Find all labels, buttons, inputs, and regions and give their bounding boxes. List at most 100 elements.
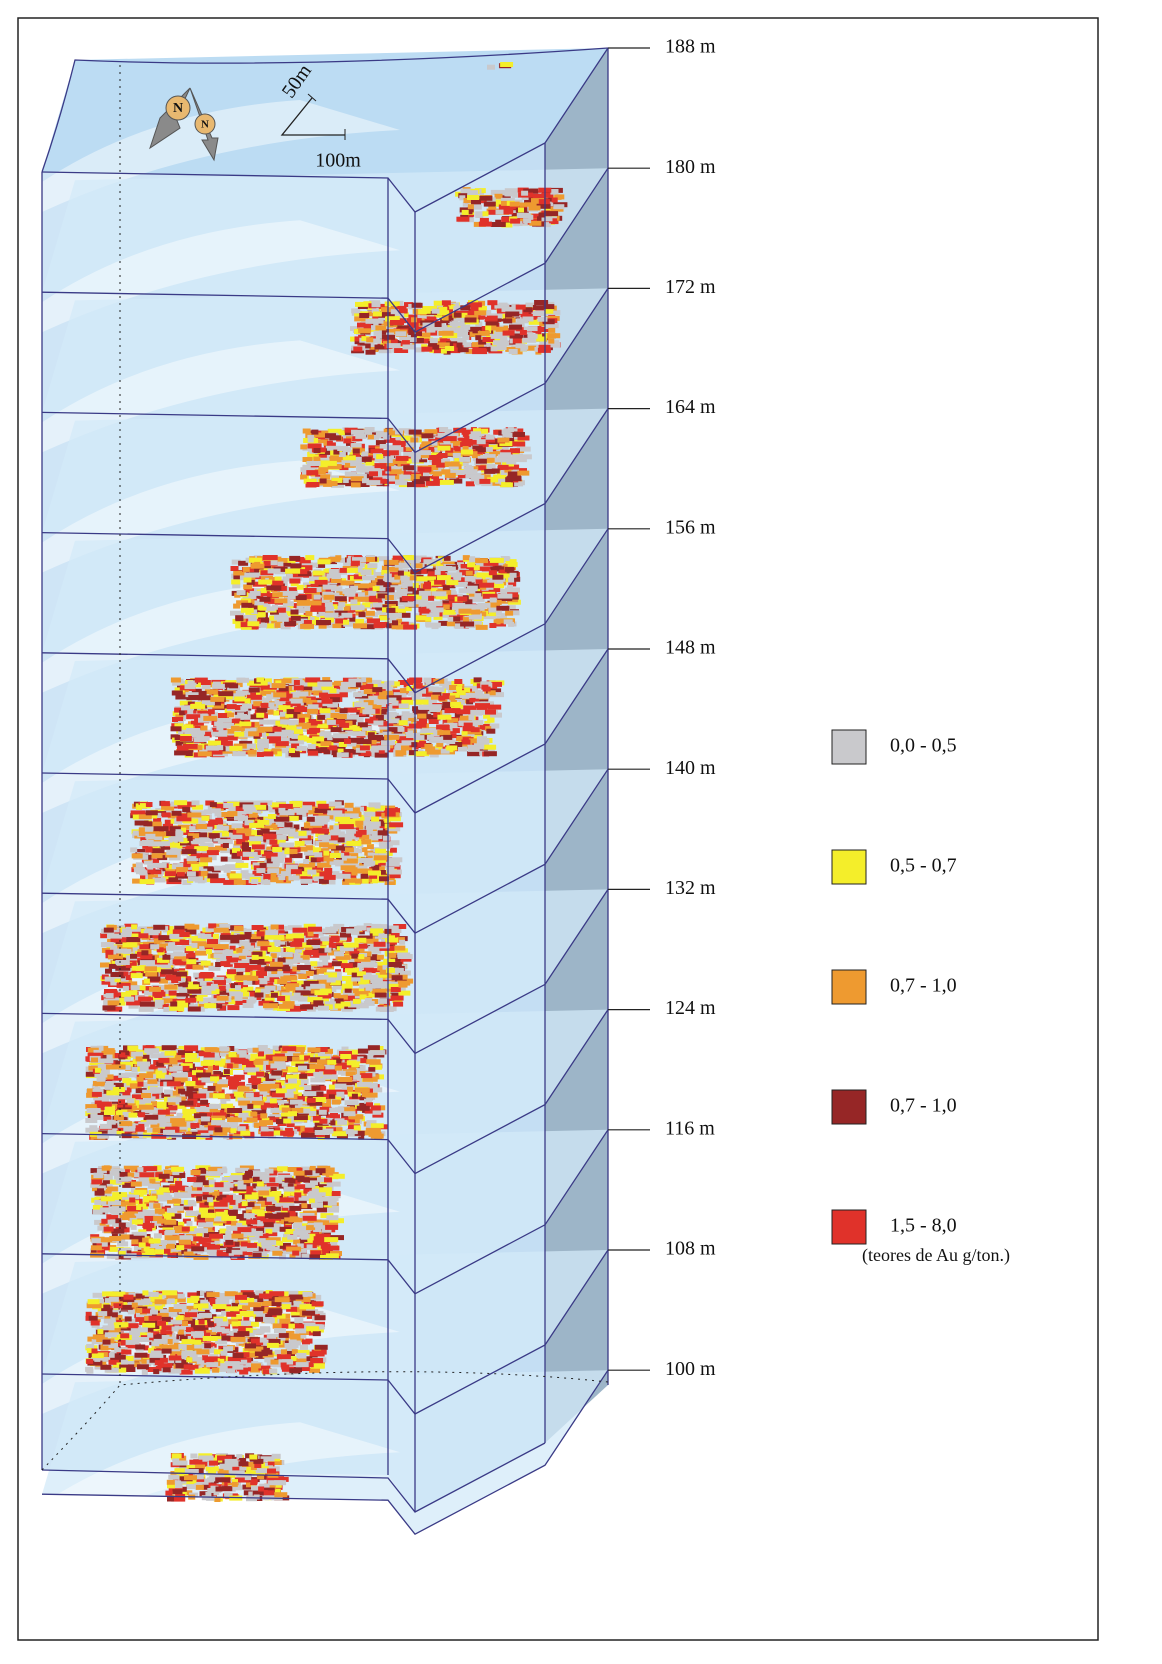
ore-cell [449,685,458,690]
ore-cell [380,703,394,709]
ore-cell [300,565,313,571]
ore-cell [493,340,508,346]
ore-cell [265,994,275,1000]
ore-cell [260,828,270,834]
ore-cell [434,322,442,327]
ore-cell [358,562,367,568]
ore-cell [346,858,358,864]
ore-cell [418,722,427,728]
ore-cell [485,446,493,452]
ore-cell [466,204,482,210]
ore-cell [326,719,342,725]
ore-cell [452,453,461,458]
ore-cell [289,555,301,561]
ore-cell [377,451,391,457]
ore-cell [417,452,430,458]
ore-cell [425,679,432,685]
ore-cell [319,834,331,840]
ore-cell [296,605,304,611]
ore-cell [197,695,211,701]
ore-cell [216,725,224,731]
ore-cell [366,679,382,685]
ore-cell [500,556,510,561]
ore-cell [255,809,262,815]
ore-cell [472,720,484,726]
ore-cell [460,305,471,311]
ore-cell [510,441,526,447]
ore-cell [220,723,230,729]
ore-cell [350,476,364,482]
ore-cell [234,731,245,737]
ore-cell [327,835,339,841]
ore-cell [467,190,479,196]
ore-cell [234,696,246,702]
ore-cell [329,697,340,703]
ore-cell [422,604,429,610]
ore-cell [507,584,513,590]
ore-cell [101,979,110,985]
ore-cell [496,605,510,611]
ore-cell [174,687,185,693]
ore-cell [250,800,259,806]
ore-cell [343,724,358,730]
ore-cell [270,873,277,878]
ore-cell [411,742,418,748]
ore-cell [441,469,451,475]
ore-cell [307,747,319,753]
ore-cell [261,601,271,607]
ore-cell [378,748,385,754]
ore-cell [354,336,362,342]
ore-cell [415,615,431,621]
ore-cell [457,562,464,568]
ore-cell [432,458,442,464]
ore-cell [344,813,359,819]
ore-cell [464,687,471,693]
ore-cell [333,993,341,999]
ore-cell [401,715,409,721]
ore-cell [232,718,241,724]
ore-cell [300,875,308,881]
ore-cell [426,749,441,755]
ore-cell [436,742,444,748]
ore-cell [210,820,218,825]
ore-cell [307,681,323,687]
ore-cell [475,465,486,471]
ore-cell [508,577,515,583]
ore-cell [222,831,229,837]
ore-cell [421,346,433,352]
ore-cell [154,835,163,841]
ore-cell [468,709,483,715]
ore-cell [367,563,378,569]
ore-cell [509,572,517,578]
ore-cell [319,606,335,612]
ore-cell [291,733,300,739]
ore-cell [401,340,410,346]
ore-cell [348,870,358,876]
ore-cell [277,875,286,881]
ore-cell [204,809,212,815]
ore-cell [443,722,458,728]
slice-top [42,48,608,212]
ore-cell [371,816,380,822]
ore-cell [410,437,419,443]
ore-cell [222,865,229,871]
ore-cell [282,946,290,952]
ore-cell [377,695,387,701]
ore-cell [445,606,455,612]
ore-cell [454,712,463,718]
ore-cell [296,830,307,836]
ore-cell [438,611,445,617]
ore-cell [332,618,348,624]
ore-cell [475,624,488,630]
ore-cell [322,677,331,683]
ore-cell [481,437,496,443]
ore-cell [204,978,216,983]
ore-cell [277,607,286,613]
ore-cell [508,576,521,582]
ore-cell [389,873,401,879]
ore-cell [442,585,450,591]
ore-cell [195,816,210,821]
ore-cell [394,348,409,353]
ore-cell [292,980,304,986]
ore-cell [491,346,498,352]
